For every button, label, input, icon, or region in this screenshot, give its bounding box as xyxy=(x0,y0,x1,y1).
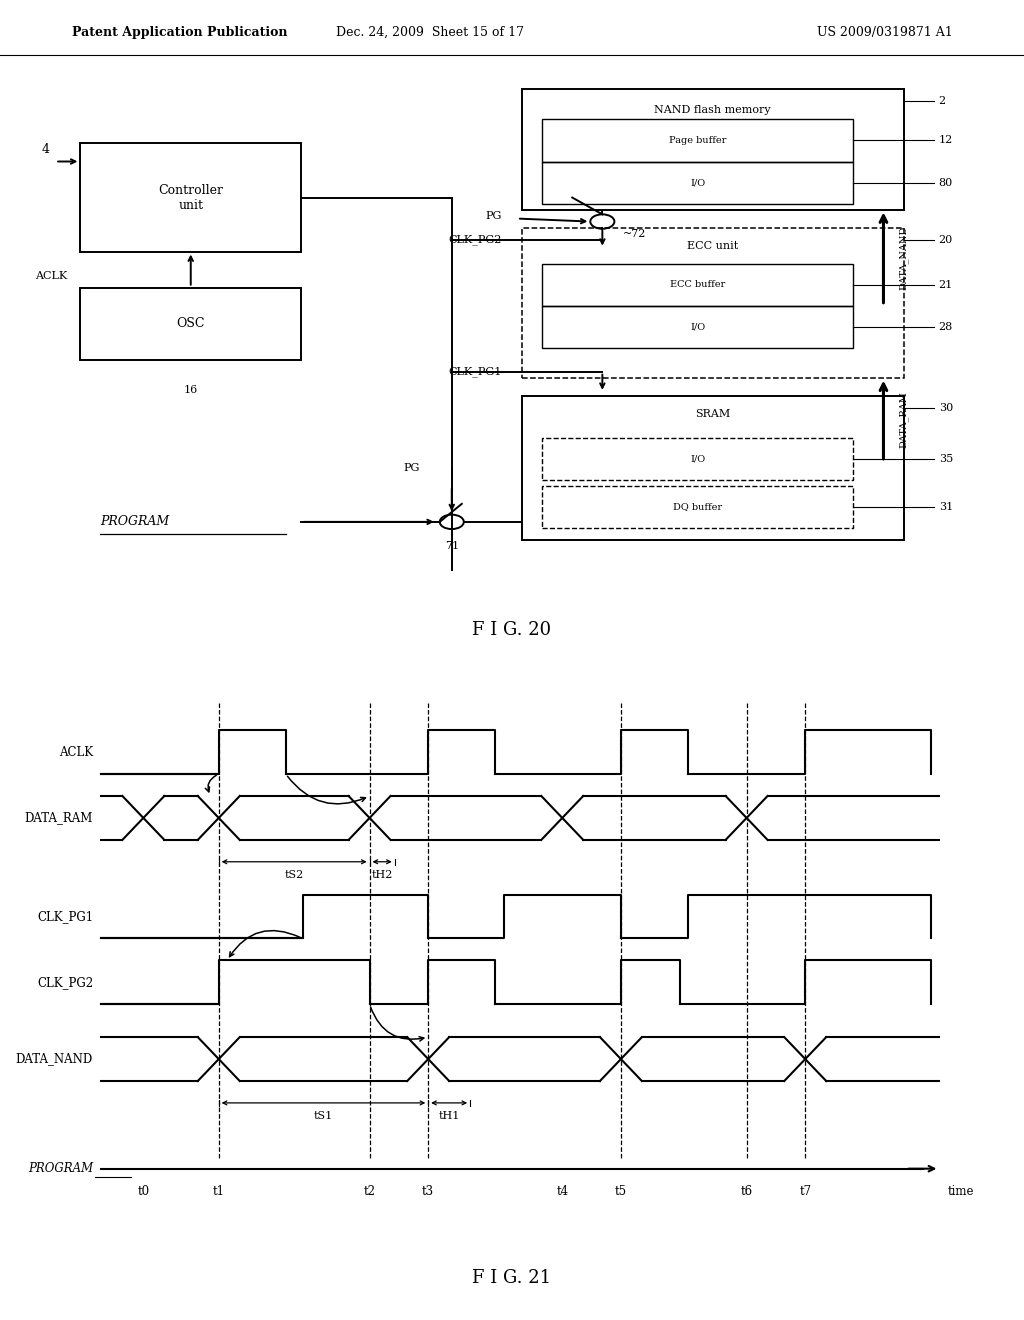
Bar xyxy=(80,144,301,252)
Text: ECC unit: ECC unit xyxy=(687,240,738,251)
Text: 2: 2 xyxy=(939,96,946,107)
Text: OSC: OSC xyxy=(176,317,205,330)
Text: CLK_PG2: CLK_PG2 xyxy=(449,234,502,246)
Text: PROGRAM: PROGRAM xyxy=(28,1162,93,1175)
Text: 16: 16 xyxy=(183,384,198,395)
Bar xyxy=(542,264,853,306)
Text: 12: 12 xyxy=(939,136,953,145)
Text: ~72: ~72 xyxy=(623,228,646,239)
Text: t2: t2 xyxy=(364,1185,376,1199)
Bar xyxy=(522,90,903,210)
Bar xyxy=(542,438,853,479)
Text: t5: t5 xyxy=(614,1185,627,1199)
Text: ACLK: ACLK xyxy=(59,746,93,759)
Text: time: time xyxy=(947,1185,974,1199)
Text: t1: t1 xyxy=(213,1185,224,1199)
Text: Page buffer: Page buffer xyxy=(669,136,726,145)
Text: 21: 21 xyxy=(939,280,953,289)
Bar xyxy=(542,161,853,203)
Text: 20: 20 xyxy=(939,235,953,244)
Text: Controller
unit: Controller unit xyxy=(159,183,223,211)
Text: tH1: tH1 xyxy=(438,1111,460,1121)
Text: PG: PG xyxy=(485,211,502,220)
Text: tS1: tS1 xyxy=(314,1111,333,1121)
Text: ECC buffer: ECC buffer xyxy=(670,280,725,289)
Text: I/O: I/O xyxy=(690,322,706,331)
Text: 80: 80 xyxy=(939,177,953,187)
Bar xyxy=(80,288,301,359)
Bar xyxy=(522,227,903,378)
Text: DATA_RAM: DATA_RAM xyxy=(898,391,908,449)
Text: t7: t7 xyxy=(799,1185,811,1199)
Text: NAND flash memory: NAND flash memory xyxy=(654,106,771,115)
Text: F I G. 21: F I G. 21 xyxy=(472,1270,552,1287)
Text: DATA_NAND: DATA_NAND xyxy=(15,1052,93,1065)
Bar xyxy=(542,486,853,528)
Text: tS2: tS2 xyxy=(285,870,304,880)
Text: 71: 71 xyxy=(444,541,459,550)
Text: CLK_PG1: CLK_PG1 xyxy=(37,909,93,923)
Text: 31: 31 xyxy=(939,502,953,512)
Text: ACLK: ACLK xyxy=(35,271,68,281)
Text: CLK_PG2: CLK_PG2 xyxy=(37,975,93,989)
Text: CLK_PG1: CLK_PG1 xyxy=(449,367,502,378)
Bar xyxy=(542,306,853,347)
Text: PROGRAM: PROGRAM xyxy=(100,515,170,528)
Text: tH2: tH2 xyxy=(372,870,393,880)
Text: DQ buffer: DQ buffer xyxy=(673,503,722,511)
Text: PG: PG xyxy=(403,463,420,473)
Text: t6: t6 xyxy=(740,1185,753,1199)
Text: SRAM: SRAM xyxy=(695,409,730,418)
Text: t3: t3 xyxy=(422,1185,434,1199)
Text: Patent Application Publication: Patent Application Publication xyxy=(72,26,287,40)
Text: I/O: I/O xyxy=(690,178,706,187)
Text: 35: 35 xyxy=(939,454,953,463)
Text: I/O: I/O xyxy=(690,454,706,463)
Bar xyxy=(542,120,853,161)
Text: DATA_RAM: DATA_RAM xyxy=(25,812,93,825)
Text: 30: 30 xyxy=(939,403,953,413)
Text: 28: 28 xyxy=(939,322,953,331)
Bar xyxy=(522,396,903,540)
Text: F I G. 20: F I G. 20 xyxy=(472,620,552,639)
Text: US 2009/0319871 A1: US 2009/0319871 A1 xyxy=(816,26,952,40)
Text: t4: t4 xyxy=(556,1185,568,1199)
Text: t0: t0 xyxy=(137,1185,150,1199)
Text: DATA_NAND: DATA_NAND xyxy=(898,226,908,289)
Text: Dec. 24, 2009  Sheet 15 of 17: Dec. 24, 2009 Sheet 15 of 17 xyxy=(336,26,524,40)
Text: 4: 4 xyxy=(41,143,49,156)
